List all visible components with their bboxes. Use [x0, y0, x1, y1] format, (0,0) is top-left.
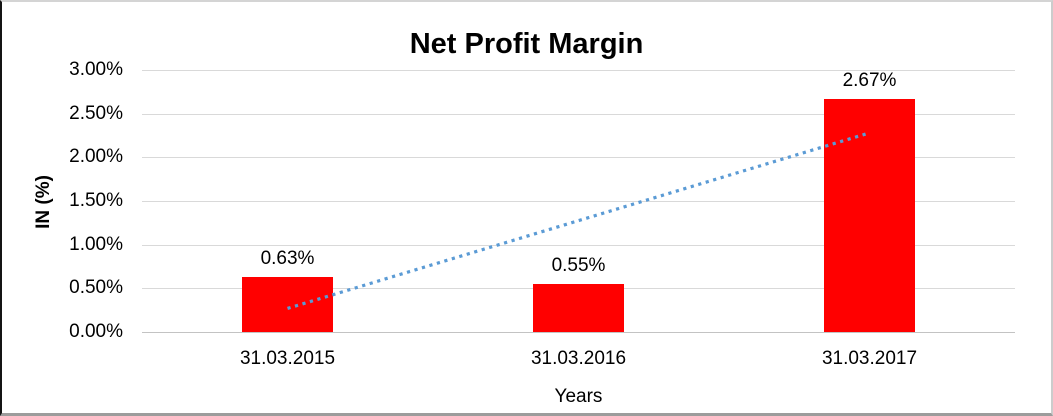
y-tick-label: 1.50%: [69, 190, 123, 211]
x-axis-title: Years: [554, 386, 603, 407]
gridline: [142, 157, 1015, 159]
plot-area: 0.63% 0.55% 2.67%: [142, 69, 1015, 333]
gridline: [142, 244, 1015, 246]
x-axis-line: [142, 332, 1015, 333]
gridline: [142, 70, 1015, 71]
gridline: [142, 113, 1015, 115]
bar-31.03.2017: [824, 98, 915, 332]
bar-31.03.2015: [242, 276, 333, 332]
bar-31.03.2016: [533, 283, 624, 332]
bar-value-label: 2.67%: [842, 69, 897, 91]
y-tick-label: 3.00%: [69, 59, 123, 80]
y-tick-label: 0.50%: [69, 277, 123, 299]
y-tick-label: 2.00%: [69, 146, 123, 168]
gridline: [142, 201, 1015, 202]
y-tick-label: 2.50%: [69, 102, 123, 124]
trendline: [287, 131, 870, 310]
x-tick-label: 31.03.2016: [530, 348, 627, 369]
x-tick-label: 31.03.2015: [239, 348, 336, 369]
y-tick-label: 0.00%: [69, 321, 123, 342]
bar-value-label: 0.55%: [551, 254, 606, 276]
chart-title: Net Profit Margin: [409, 28, 644, 60]
bar-value-label: 0.63%: [260, 247, 315, 269]
y-tick-label: 1.00%: [69, 233, 123, 255]
x-tick-label: 31.03.2017: [821, 348, 918, 369]
